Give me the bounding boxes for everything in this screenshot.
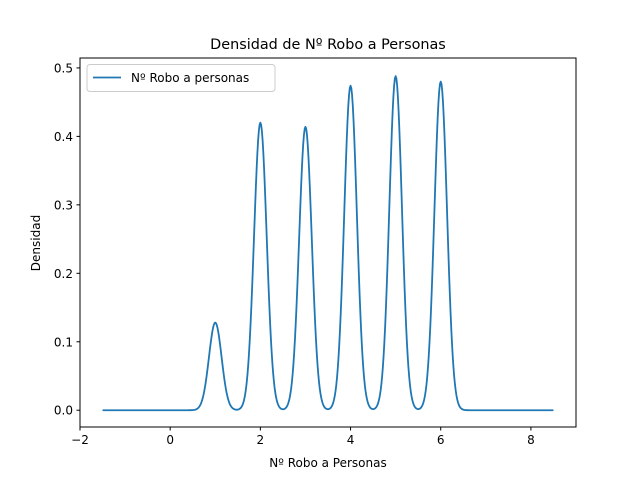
x-tick-label: 0: [166, 433, 174, 447]
y-tick-label: 0.3: [54, 198, 73, 212]
legend-label: Nº Robo a personas: [131, 71, 249, 85]
x-tick-label: 8: [527, 433, 535, 447]
x-axis-label: Nº Robo a Personas: [269, 456, 386, 470]
x-tick-label: −2: [71, 433, 89, 447]
y-tick-label: 0.2: [54, 267, 73, 281]
plot-frame: [79, 57, 577, 428]
x-tick-label: 6: [437, 433, 445, 447]
y-tick-label: 0.0: [54, 404, 73, 418]
y-tick-label: 0.4: [54, 130, 73, 144]
legend-frame: [86, 64, 276, 92]
y-axis-label: Densidad: [29, 215, 43, 271]
x-tick-label: 2: [257, 433, 265, 447]
chart-title: Densidad de Nº Robo a Personas: [210, 37, 446, 53]
y-tick-label: 0.1: [54, 335, 73, 349]
x-tick-label: 4: [347, 433, 355, 447]
density-line: [102, 75, 554, 412]
y-tick-label: 0.5: [54, 61, 73, 75]
legend: Nº Robo a personas: [86, 64, 276, 92]
